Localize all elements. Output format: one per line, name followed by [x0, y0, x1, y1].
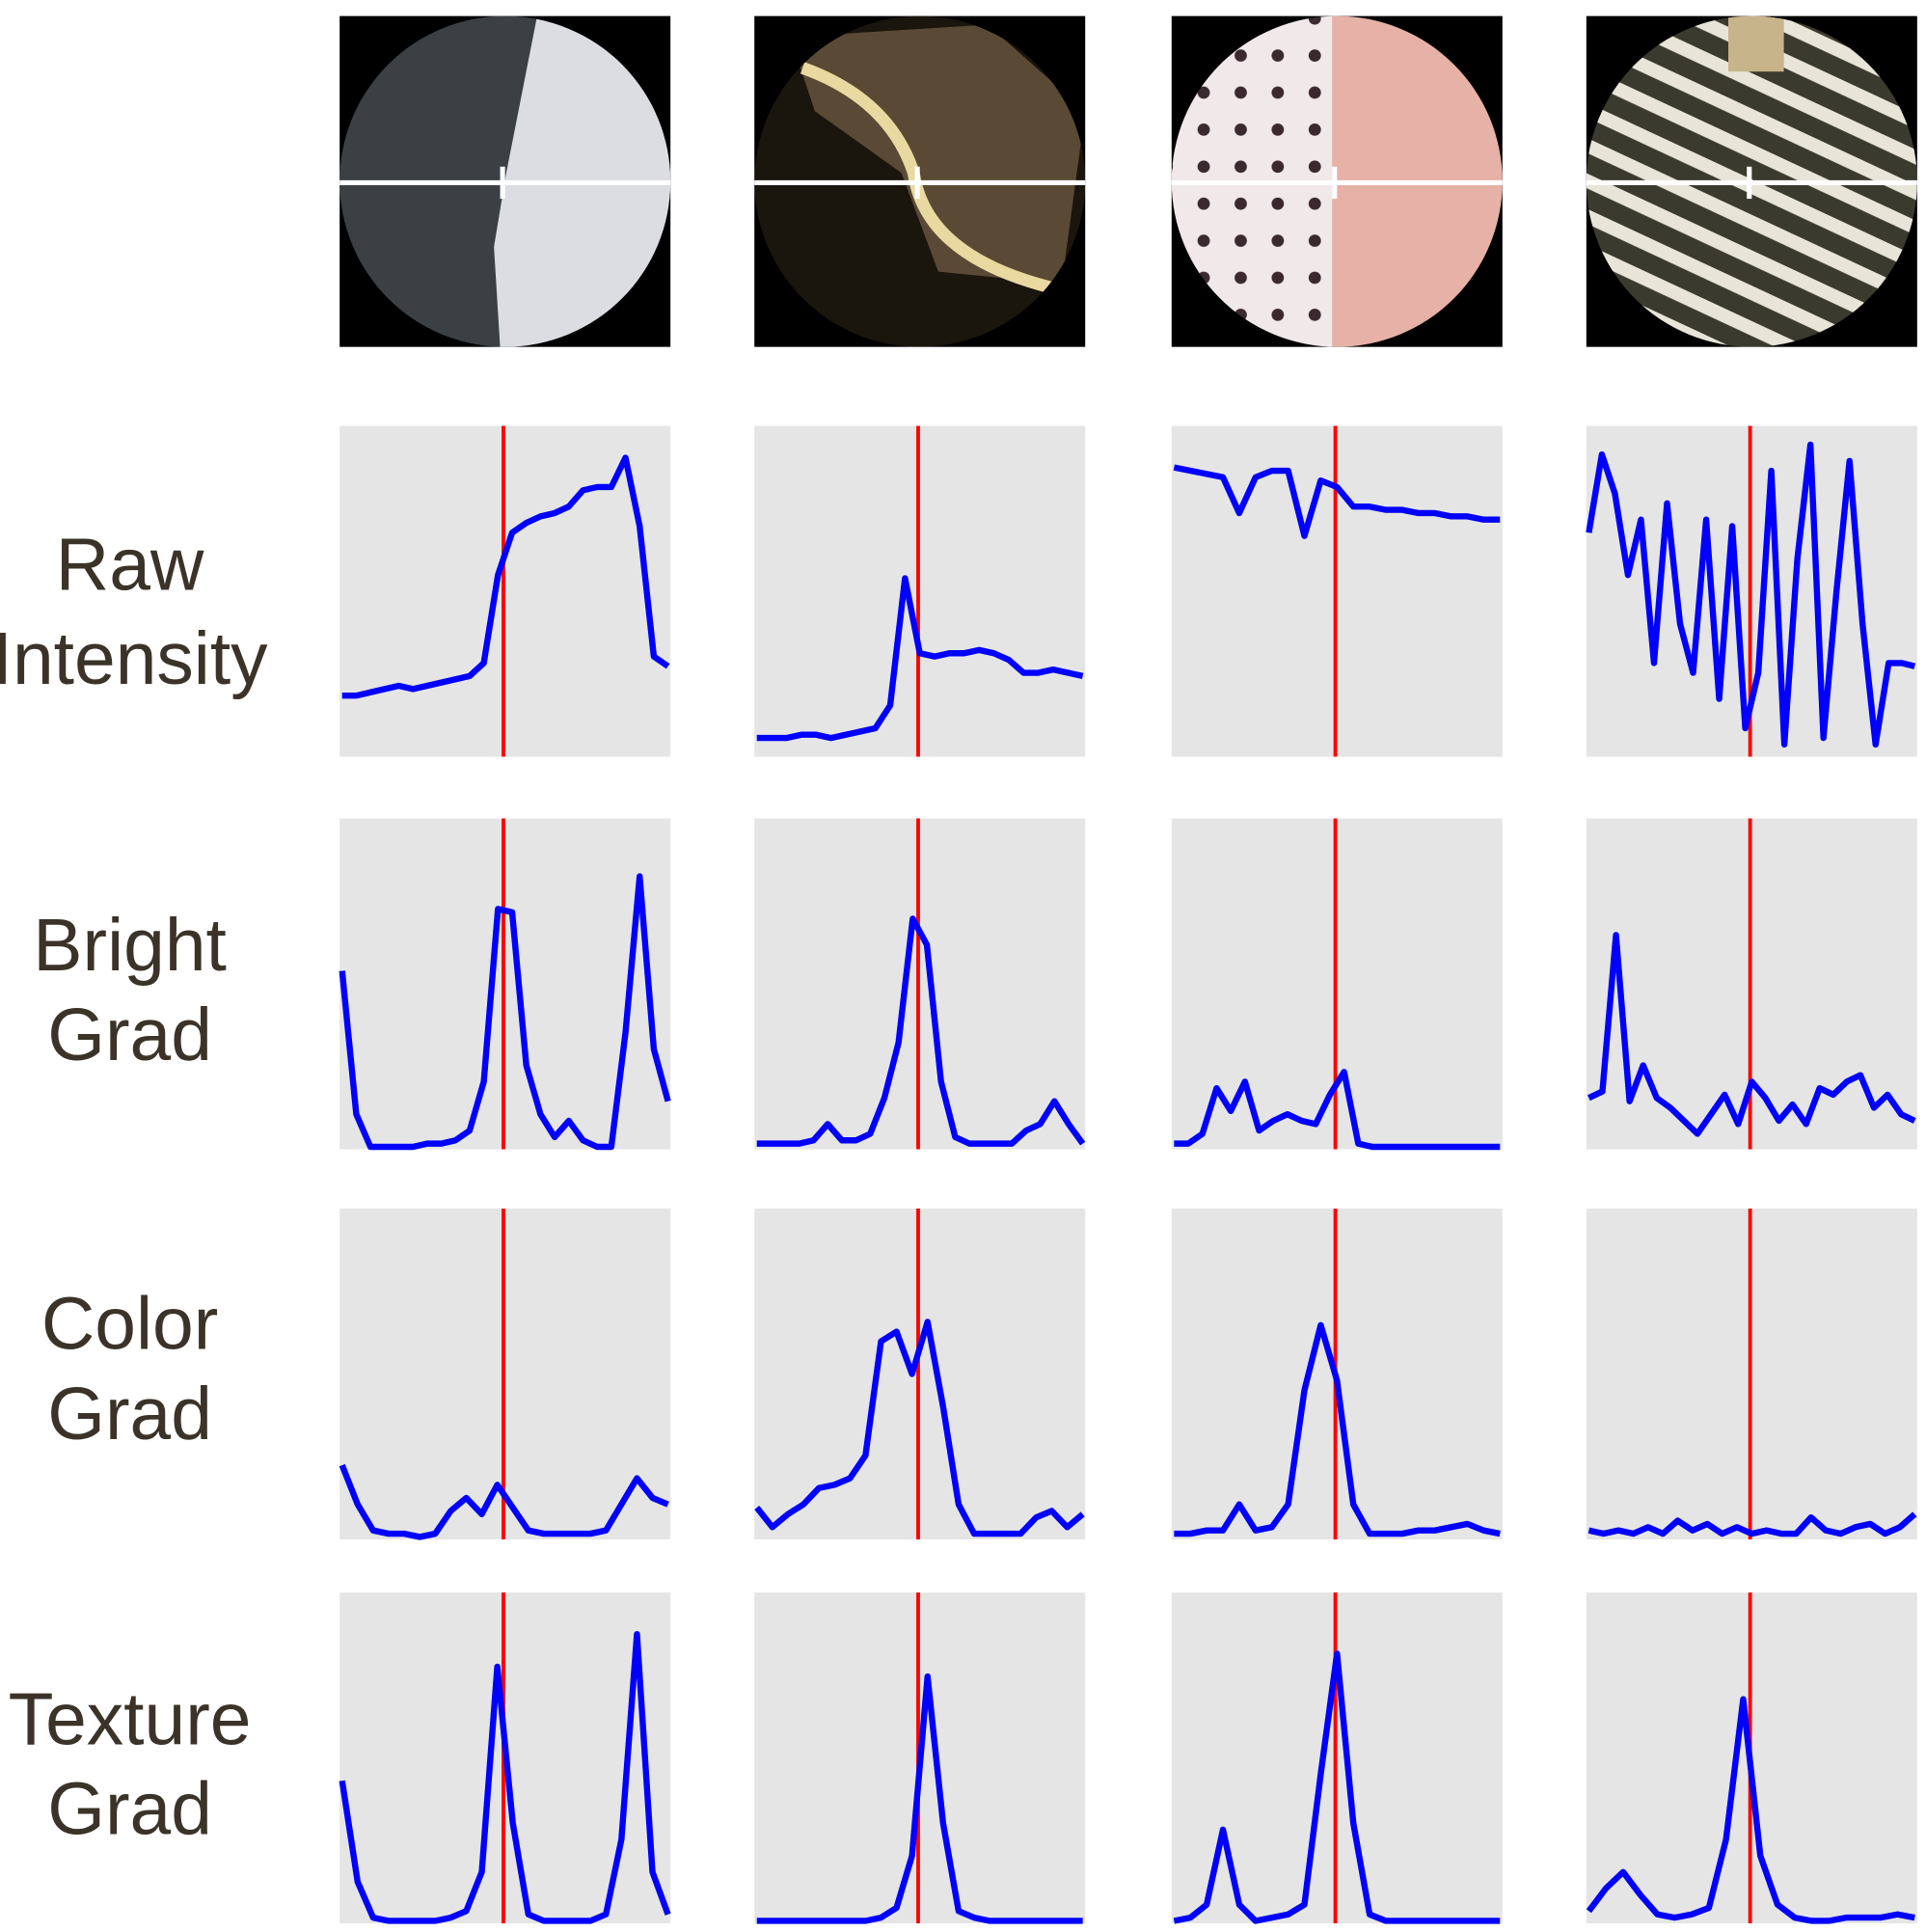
row-label: Intensity: [0, 617, 268, 700]
figure: RawIntensityBrightGradColorGradTextureGr…: [0, 0, 1926, 1932]
row-label: Grad: [47, 993, 212, 1076]
row-label: Grad: [47, 1373, 212, 1456]
row-label: Color: [41, 1283, 218, 1366]
row-label: Grad: [47, 1768, 212, 1851]
patches: [339, 16, 1917, 347]
page: Feature profiles {"rows": [ {"label": ["…: [0, 0, 1926, 1932]
row-label: Bright: [33, 904, 227, 987]
body: RawIntensityBrightGradColorGradTextureGr…: [0, 0, 1926, 1932]
row-label: Raw: [56, 524, 204, 607]
row-label: Texture: [9, 1677, 252, 1760]
